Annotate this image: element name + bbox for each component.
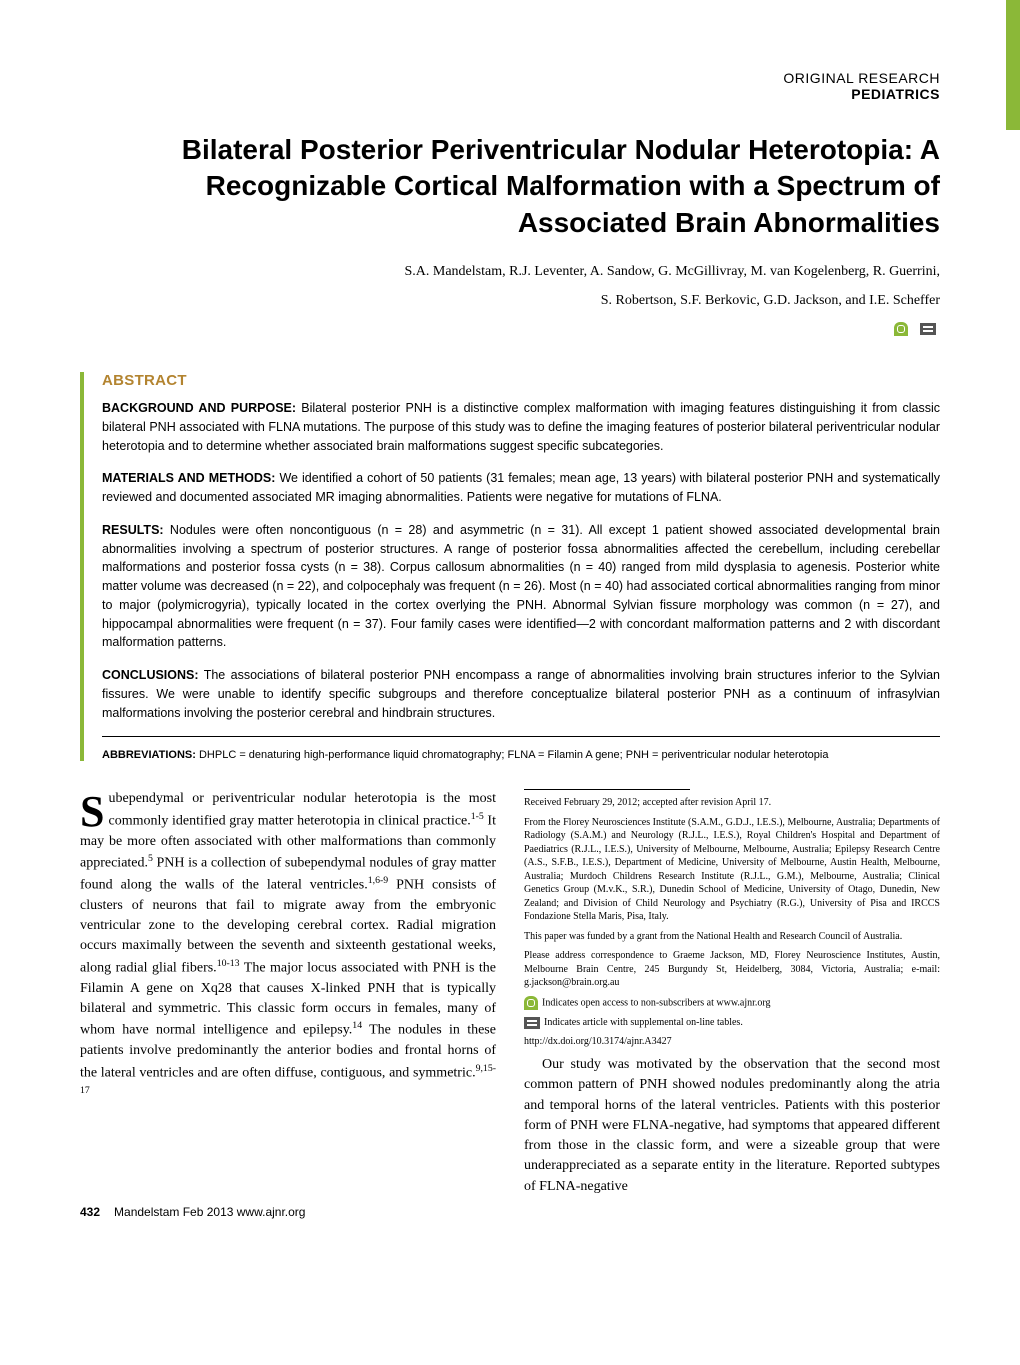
badge-row: [80, 319, 940, 337]
correspondence: Please address correspondence to Graeme …: [524, 949, 940, 990]
footnotes: Received February 29, 2012; accepted aft…: [524, 789, 940, 1049]
abstract-block: ABSTRACT BACKGROUND AND PURPOSE: Bilater…: [80, 372, 940, 761]
footnote-divider: [524, 789, 690, 790]
supplemental-icon: [920, 323, 936, 335]
supplemental-note: Indicates article with supplemental on-l…: [524, 1016, 940, 1030]
received-date: Received February 29, 2012; accepted aft…: [524, 796, 940, 810]
page-footer: 432 Mandelstam Feb 2013 www.ajnr.org: [80, 1197, 940, 1219]
supplemental-icon: [524, 1017, 540, 1029]
footer-citation: Mandelstam Feb 2013 www.ajnr.org: [114, 1205, 305, 1219]
abstract-conclusions: CONCLUSIONS: The associations of bilater…: [102, 666, 940, 722]
affiliations: From the Florey Neurosciences Institute …: [524, 816, 940, 924]
abstract-methods: MATERIALS AND METHODS: We identified a c…: [102, 469, 940, 507]
author-line-2: S. Robertson, S.F. Berkovic, G.D. Jackso…: [80, 290, 940, 311]
open-access-note: Indicates open access to non-subscribers…: [524, 996, 940, 1010]
abstract-results: RESULTS: Nodules were often noncontiguou…: [102, 521, 940, 652]
category-label: ORIGINAL RESEARCH: [80, 70, 940, 86]
dropcap: S: [80, 789, 108, 830]
body-paragraph-1: Subependymal or periventricular nodular …: [80, 789, 496, 1105]
abbreviations: ABBREVIATIONS: DHPLC = denaturing high-p…: [102, 749, 940, 761]
page-number: 432: [80, 1205, 100, 1219]
author-line-1: S.A. Mandelstam, R.J. Leventer, A. Sando…: [80, 261, 940, 282]
accent-bar: [1006, 0, 1020, 130]
abstract-heading: ABSTRACT: [102, 372, 940, 389]
funding-statement: This paper was funded by a grant from th…: [524, 930, 940, 944]
journal-page: ORIGINAL RESEARCH PEDIATRICS Bilateral P…: [0, 0, 1020, 1259]
body-columns: Subependymal or periventricular nodular …: [80, 789, 940, 1197]
abstract-divider: [102, 736, 940, 737]
article-title: Bilateral Posterior Periventricular Nodu…: [80, 132, 940, 241]
open-access-icon: [894, 322, 908, 336]
open-access-icon: [524, 996, 538, 1010]
doi-link[interactable]: http://dx.doi.org/10.3174/ajnr.A3427: [524, 1035, 940, 1049]
abstract-background: BACKGROUND AND PURPOSE: Bilateral poster…: [102, 399, 940, 455]
section-label: PEDIATRICS: [80, 86, 940, 102]
article-header: ORIGINAL RESEARCH PEDIATRICS: [80, 70, 940, 102]
body-paragraph-3: Our study was motivated by the observati…: [524, 1055, 940, 1197]
